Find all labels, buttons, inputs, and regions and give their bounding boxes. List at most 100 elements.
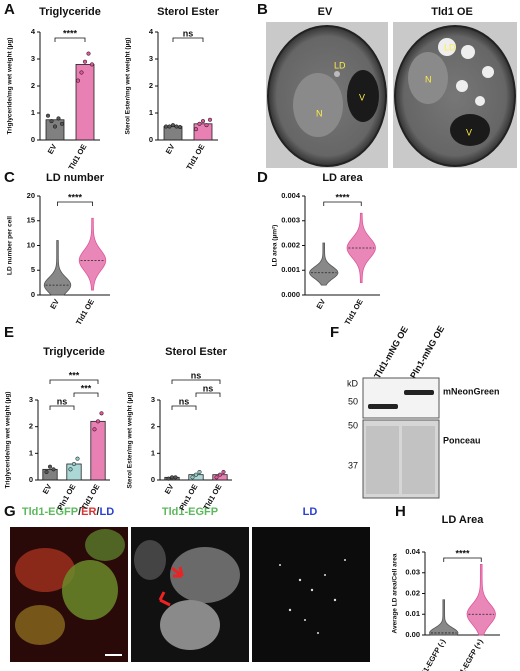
x-tick-label: Tld1 OE bbox=[343, 297, 365, 326]
y-tick-label: 0.00 bbox=[405, 630, 420, 639]
sig-bracket bbox=[443, 557, 482, 562]
data-point bbox=[89, 62, 95, 67]
sig-bracket bbox=[73, 392, 99, 397]
data-point bbox=[197, 469, 202, 475]
chart: LD Area Average LD area/Cell area 0.00 0.01… bbox=[392, 514, 500, 671]
data-point bbox=[170, 123, 176, 128]
chart-title: Sterol Ester bbox=[157, 6, 219, 18]
panel-letter: A bbox=[4, 1, 15, 18]
y-tick-label: 0 bbox=[151, 475, 155, 484]
title-part: LD bbox=[99, 506, 114, 518]
lipid-droplet bbox=[461, 45, 475, 59]
band bbox=[368, 404, 398, 409]
chart: Sterol Ester Sterol Ester/mg wet weight (… bbox=[127, 346, 232, 512]
data-point bbox=[169, 475, 175, 480]
y-tick-label: 0.000 bbox=[281, 290, 300, 299]
marker: 37 bbox=[348, 460, 358, 470]
panel-letter: G bbox=[4, 503, 16, 520]
violin bbox=[309, 242, 339, 286]
data-point bbox=[214, 475, 219, 480]
micrograph-label: N bbox=[316, 108, 323, 118]
blot-label: Ponceau bbox=[443, 435, 481, 445]
y-tick-label: 0.03 bbox=[405, 568, 420, 577]
title-part: Tld1-EGFP bbox=[22, 506, 78, 518]
data-point bbox=[174, 124, 179, 129]
x-tick-label: EV bbox=[46, 142, 59, 155]
sig-label: *** bbox=[69, 370, 80, 380]
arrow bbox=[158, 591, 171, 607]
y-axis-label: Average LD area/Cell area bbox=[392, 553, 399, 633]
lane-stain bbox=[402, 426, 435, 494]
y-tick-label: 0 bbox=[149, 135, 153, 144]
panel-letter: C bbox=[4, 169, 15, 186]
data-point bbox=[193, 472, 199, 477]
arrow bbox=[171, 566, 184, 578]
blot-label: mNeonGreen bbox=[443, 386, 500, 396]
y-tick-label: 1 bbox=[29, 448, 33, 457]
cell bbox=[85, 529, 125, 561]
kd-label: kD bbox=[347, 378, 359, 388]
cell bbox=[15, 548, 75, 592]
bar bbox=[45, 119, 65, 141]
band bbox=[404, 390, 434, 395]
panel-letter: D bbox=[257, 169, 268, 186]
x-tick-label: Tld1-EGFP (-) bbox=[416, 637, 448, 671]
micrograph-title: Tld1 OE bbox=[431, 6, 473, 18]
data-point bbox=[52, 124, 58, 129]
y-tick-label: 0.04 bbox=[405, 547, 420, 556]
micrograph-label: LD bbox=[334, 60, 346, 70]
y-tick-label: 0.001 bbox=[281, 265, 300, 274]
lane-label: Tld1-mNG OE bbox=[372, 325, 410, 381]
data-point bbox=[207, 117, 213, 122]
data-point bbox=[193, 127, 199, 132]
y-tick-label: 4 bbox=[149, 27, 154, 36]
y-tick-label: 4 bbox=[31, 27, 36, 36]
micrograph-label: N bbox=[425, 74, 432, 84]
x-tick-label: EV bbox=[163, 482, 176, 495]
data-point bbox=[47, 464, 53, 469]
x-tick-label: Tld1-EGFP (+) bbox=[452, 637, 485, 671]
sig-bracket bbox=[171, 405, 197, 410]
data-point bbox=[86, 51, 91, 56]
y-axis-label: Triglyceride/mg wet weight (µg) bbox=[5, 392, 12, 489]
bar bbox=[66, 463, 82, 481]
sig-label: *** bbox=[81, 383, 92, 393]
lane-label: Pln1-mNG OE bbox=[408, 324, 446, 380]
bar bbox=[75, 64, 95, 141]
title-part: / bbox=[78, 506, 81, 518]
y-tick-label: 1 bbox=[151, 448, 155, 457]
chart: Triglyceride Triglyceride/mg wet weight (… bbox=[5, 346, 110, 512]
lipid-droplet bbox=[475, 96, 485, 106]
data-point bbox=[204, 123, 209, 128]
y-tick-label: 2 bbox=[151, 422, 155, 431]
data-point bbox=[71, 461, 77, 467]
lane-stain bbox=[366, 426, 399, 494]
cell bbox=[134, 540, 166, 580]
data-point bbox=[217, 472, 223, 477]
chart: Triglyceride Triglyceride/mg wet weight (… bbox=[7, 6, 101, 172]
sig-bracket bbox=[49, 405, 75, 410]
micrograph-panel: EV Tld1 OE LD N V LD N V bbox=[266, 6, 517, 168]
cell bbox=[160, 600, 220, 650]
nucleus bbox=[293, 73, 343, 137]
sig-label: ns bbox=[179, 396, 190, 406]
sig-label: ns bbox=[57, 396, 68, 406]
y-tick-label: 2 bbox=[149, 81, 153, 90]
y-tick-label: 0.004 bbox=[281, 191, 301, 200]
fluor-title: Tld1-EGFP bbox=[162, 506, 218, 518]
x-tick-label: Tld1 OE bbox=[66, 142, 88, 171]
sig-label: **** bbox=[335, 192, 350, 202]
title-part: ER bbox=[81, 506, 96, 518]
data-point bbox=[51, 467, 56, 472]
micrograph-title: EV bbox=[318, 6, 333, 18]
chart-title: Sterol Ester bbox=[165, 346, 227, 358]
data-point bbox=[166, 476, 171, 481]
panel-letter: E bbox=[4, 324, 14, 341]
y-tick-label: 3 bbox=[151, 395, 155, 404]
fluor-title: LD bbox=[303, 506, 318, 518]
sig-bracket bbox=[171, 379, 221, 384]
sig-bracket bbox=[172, 37, 204, 42]
x-tick-label: Tld1 OE bbox=[74, 297, 96, 326]
